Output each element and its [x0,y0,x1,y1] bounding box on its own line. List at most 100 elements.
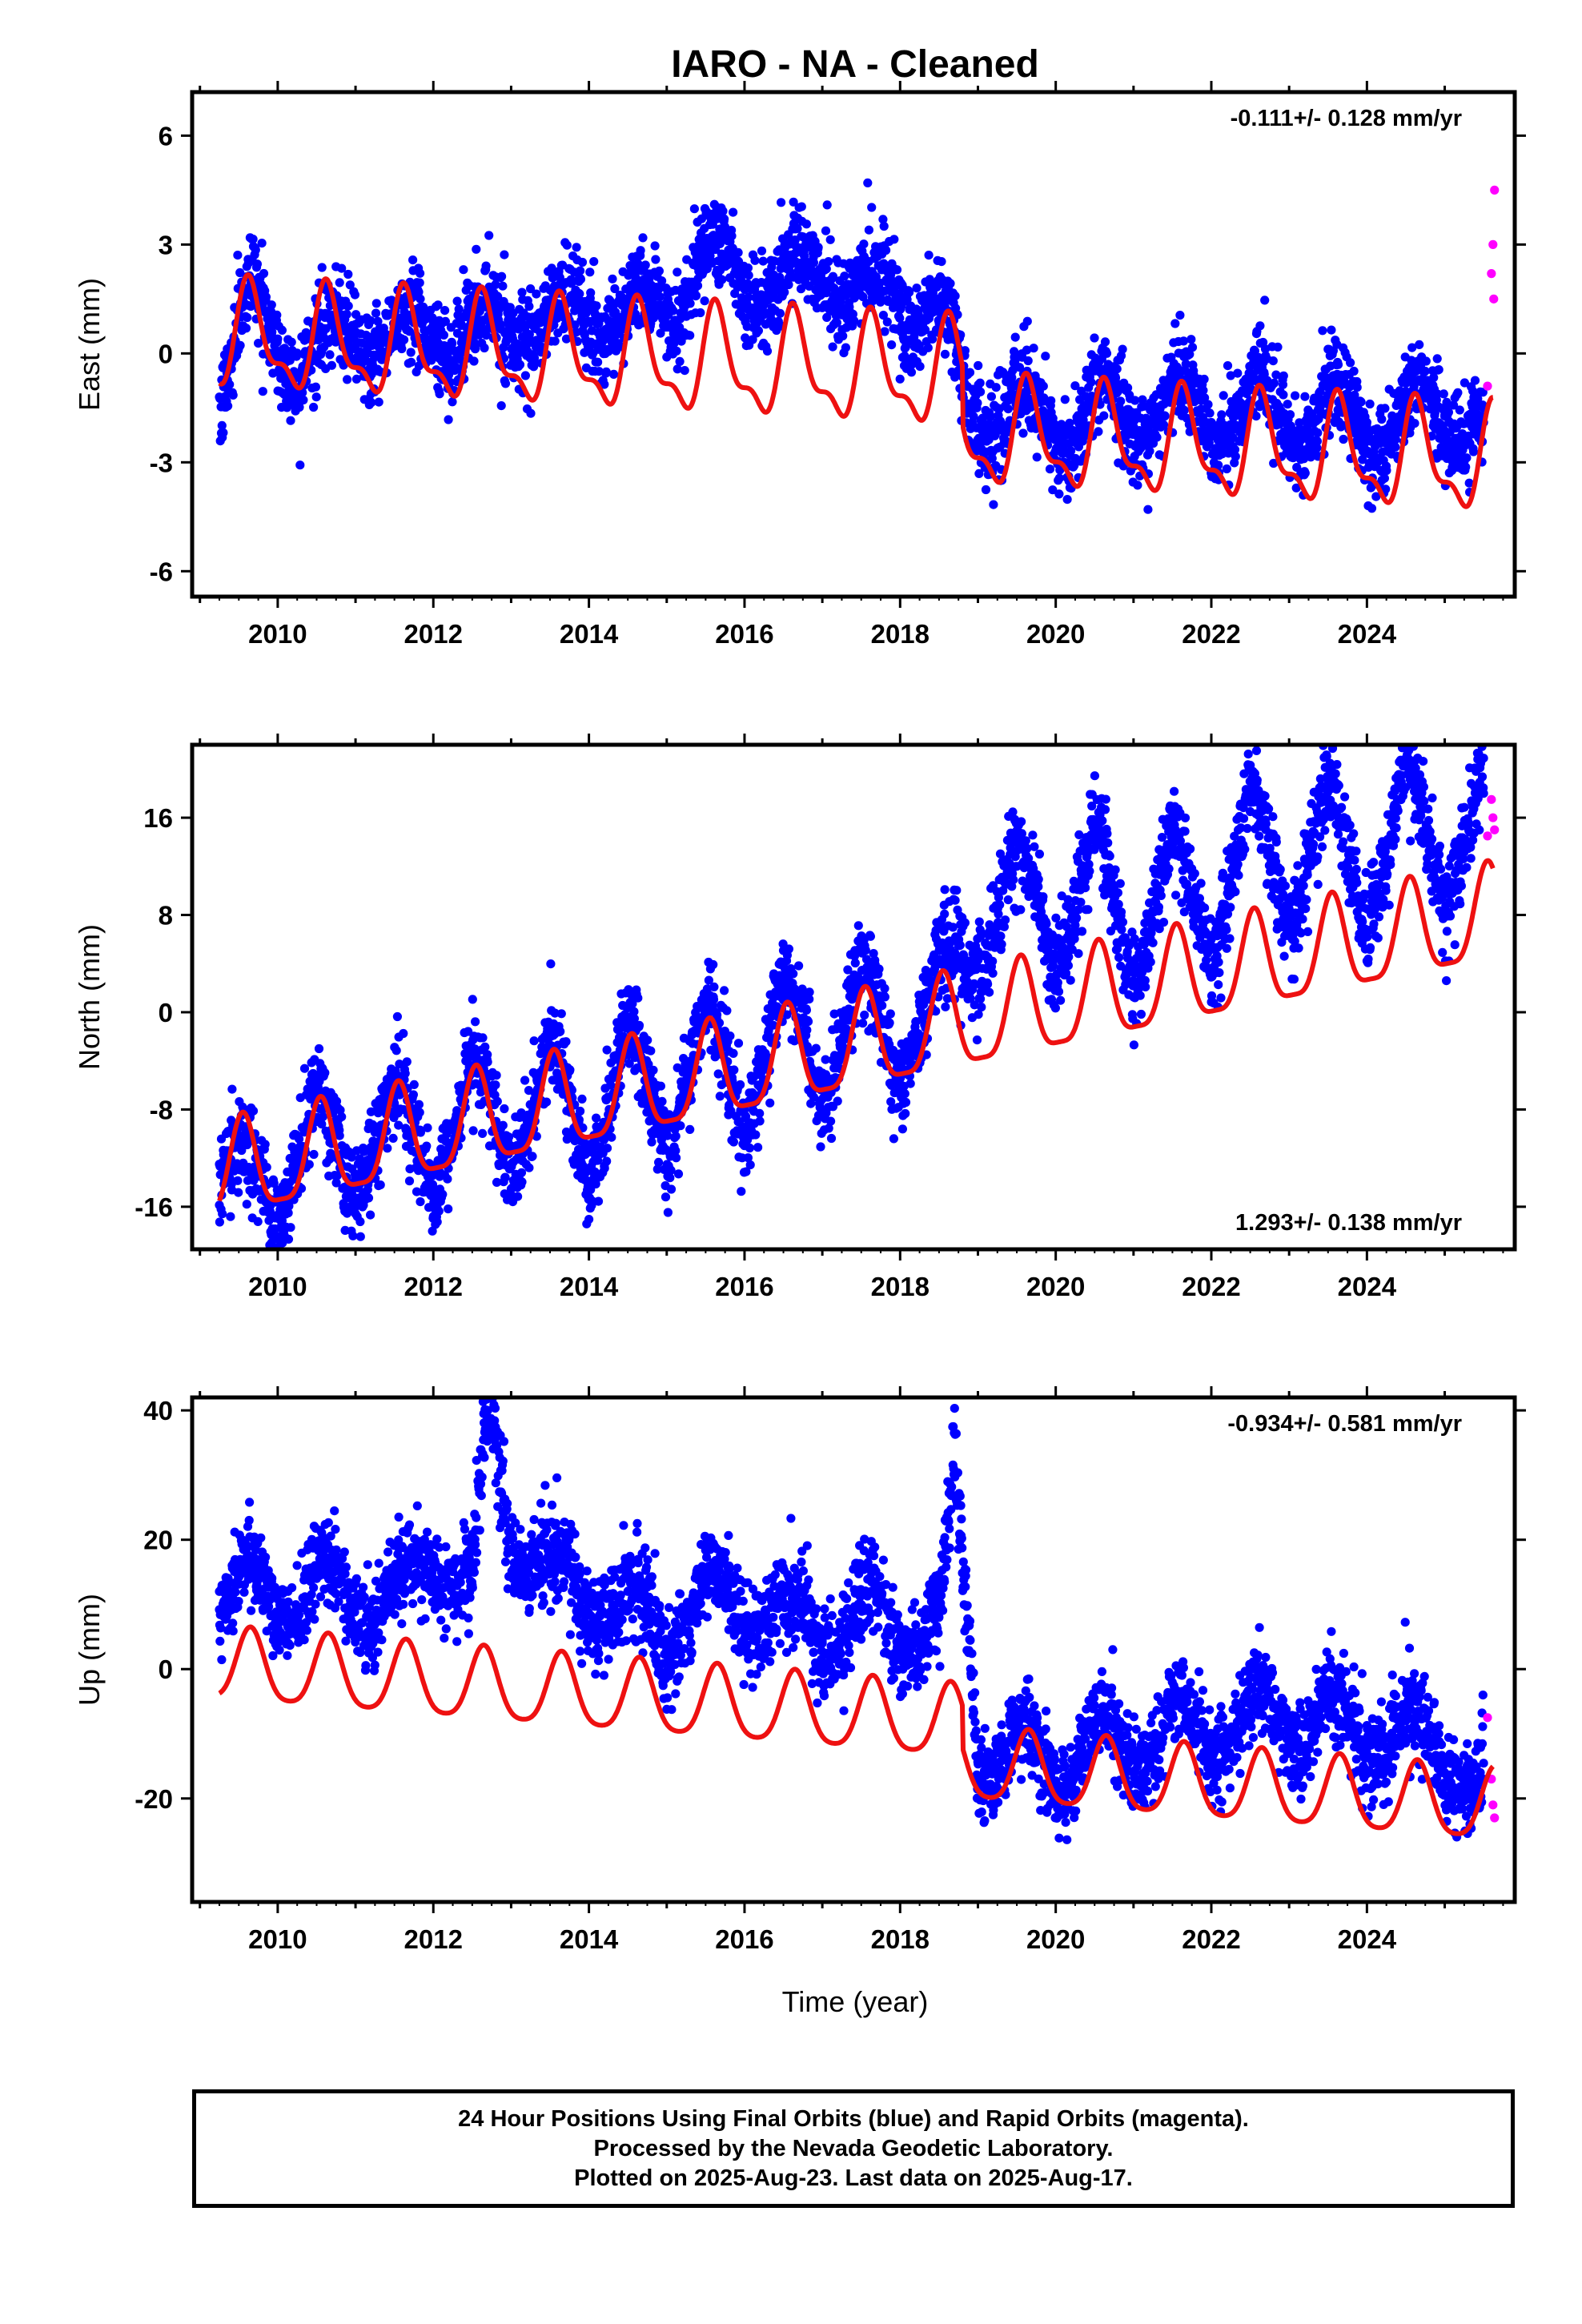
final-orbit-point [532,289,541,299]
final-orbit-point [416,1128,426,1137]
final-orbit-point [1468,447,1479,456]
final-orbit-point [1449,400,1459,410]
final-orbit-point [889,235,899,244]
final-orbit-point [235,267,245,278]
final-orbit-point [638,233,648,243]
final-orbit-point [607,1132,616,1142]
x-tick-label: 2020 [1026,619,1085,649]
final-orbit-point [733,247,743,257]
y-tick-label: 6 [159,121,173,151]
final-orbit-point [299,395,308,405]
final-orbit-point [892,265,902,275]
y-tick-label: 3 [159,230,173,259]
final-orbit-point [1255,321,1265,331]
final-orbit-point [448,339,457,348]
final-orbit-anchor-point [506,312,516,322]
final-orbit-point [1078,415,1088,425]
final-orbit-point [500,379,511,388]
x-axis-east: 2010 2012 2014 2016 2018 2020 2022 2024 [199,81,1504,649]
final-orbit-point [1118,344,1127,354]
final-orbit-point [406,357,416,367]
final-orbit-point [286,416,295,425]
chart-panels: 2010 2012 2014 2016 2018 2020 2022 2024-6-3036E… [73,81,1526,1954]
final-orbit-point [1199,385,1208,395]
final-orbit-point [1231,452,1240,461]
final-orbit-point [1434,365,1443,375]
final-orbit-point [248,1106,259,1116]
final-orbit-point [576,275,586,284]
x-tick-label: 2024 [1338,619,1397,649]
final-orbit-point [498,1120,508,1130]
final-orbit-point [404,1176,415,1186]
final-orbit-point [243,1138,252,1148]
final-orbit-point [974,468,984,479]
final-orbit-point [565,1065,575,1075]
x-tick-label: 2016 [715,619,773,649]
final-orbit-point [481,261,491,271]
final-orbit-point [452,296,462,306]
final-orbit-point [1222,464,1231,474]
final-orbit-point [822,312,832,322]
final-orbit-point [881,245,891,255]
final-orbit-point [906,368,917,377]
final-orbit-point [367,398,376,408]
rapid-orbit-point [1488,239,1498,249]
final-orbit-point [673,364,682,374]
final-orbit-point [1066,446,1076,456]
final-orbit-point [1046,396,1056,405]
final-orbit-anchor-point [1284,421,1294,431]
final-orbit-point [974,360,983,371]
final-orbit-point [876,297,885,307]
final-orbit-point [656,328,665,338]
final-orbit-point [1260,296,1270,305]
final-orbit-point [895,313,905,323]
final-orbit-point [1123,383,1133,392]
final-orbit-point [689,204,700,214]
final-orbit-point [1116,396,1126,406]
final-orbit-point [1233,368,1243,378]
final-orbit-point [1391,442,1400,452]
final-orbit-point [469,356,479,366]
final-orbit-point [946,279,955,288]
final-orbit-anchor-point [817,261,827,271]
final-orbit-point [1199,374,1209,384]
final-orbit-point [750,255,760,265]
final-orbit-point [1170,319,1180,328]
final-orbit-point [1273,342,1283,352]
final-orbit-point [1100,337,1110,347]
final-orbit-point [825,235,835,244]
final-orbit-point [1260,344,1271,354]
final-orbit-point [775,308,785,318]
final-orbit-point [455,355,465,364]
final-orbit-point [304,1160,314,1169]
final-orbit-point [1312,436,1322,446]
final-orbit-point [317,263,327,272]
final-orbit-point [1410,419,1419,428]
final-orbit-point [254,339,263,348]
final-orbit-point [700,296,709,306]
final-orbit-point [394,1120,404,1130]
final-orbit-point [391,1046,401,1055]
final-orbit-point [258,387,267,396]
final-orbit-anchor-point [1129,414,1138,424]
final-orbit-point [981,485,991,495]
rapid-orbit-point [1490,185,1500,195]
final-orbit-point [801,219,812,229]
final-orbit-point [859,239,869,249]
final-orbit-point [471,1017,480,1027]
final-orbit-point [1038,381,1048,391]
final-orbit-anchor-point [778,283,789,293]
final-orbit-point [1217,410,1227,420]
final-orbit-point [360,355,371,365]
final-orbit-point [1337,420,1347,430]
final-orbit-point [397,344,407,354]
final-orbit-point [589,257,599,267]
final-orbit-point [253,1216,263,1226]
final-orbit-point [391,1066,400,1076]
final-orbit-point [428,1180,438,1189]
final-orbit-point [443,1174,452,1184]
final-orbit-point [1333,360,1343,369]
final-orbit-point [1014,363,1025,372]
final-orbit-point [809,258,819,267]
final-orbit-point [789,197,798,207]
